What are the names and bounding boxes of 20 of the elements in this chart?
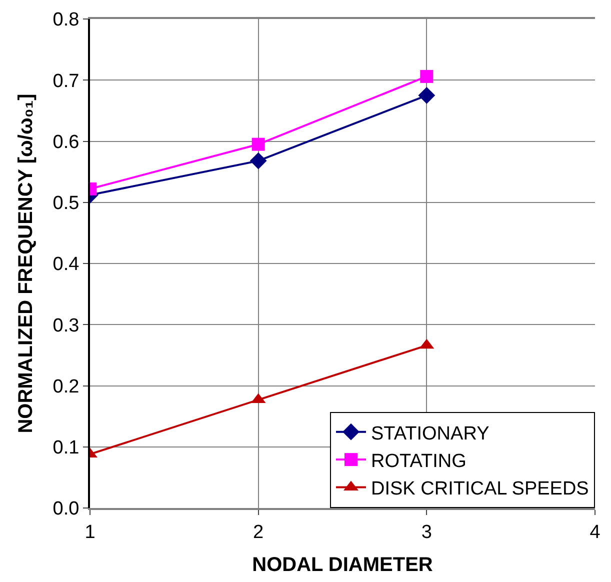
x-tick-label: 4 (590, 522, 601, 543)
point (418, 86, 436, 104)
y-tick-label: 0.3 (52, 315, 80, 336)
y-tick-label: 0.8 (52, 10, 80, 31)
legend-label: STATIONARY (371, 423, 490, 444)
legend-label: DISK CRITICAL SPEEDS (371, 478, 589, 500)
point (420, 70, 434, 83)
y-tick-label: 0.5 (52, 193, 80, 214)
y-axis-title: NORMALIZED FREQUENCY [ω/ω₀₁] (14, 94, 37, 434)
x-axis-title: NODAL DIAMETER (252, 554, 434, 576)
y-tick-label: 0.6 (52, 132, 80, 153)
x-tick-label: 1 (84, 522, 96, 543)
y-tick-label: 0.0 (52, 498, 80, 520)
x-tick-label: 2 (253, 522, 264, 543)
x-tick-label: 3 (421, 522, 432, 543)
y-tick-label: 0.2 (52, 376, 80, 398)
y-tick-label: 0.1 (52, 438, 80, 459)
y-tick-label: 0.4 (52, 254, 80, 276)
y-tick-label: 0.7 (52, 70, 80, 92)
legend-label: ROTATING (371, 450, 466, 472)
